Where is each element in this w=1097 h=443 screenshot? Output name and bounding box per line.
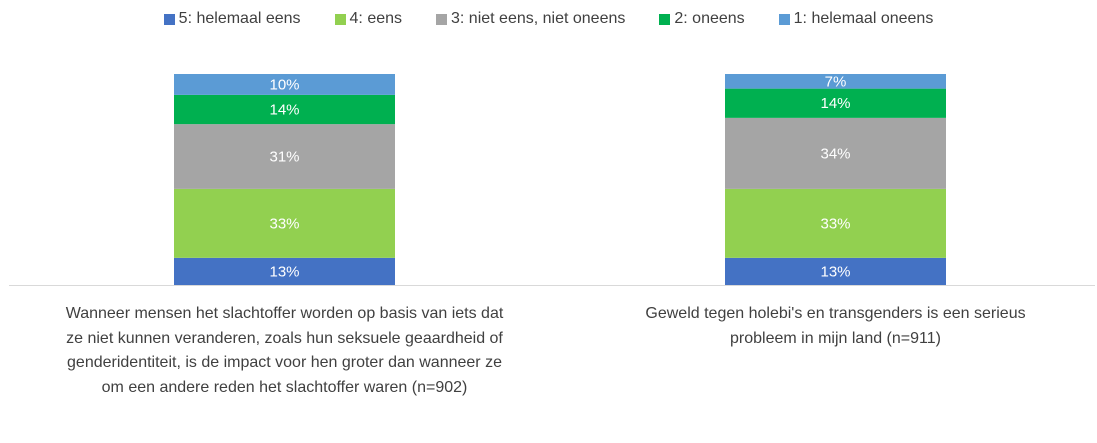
legend-label: 3: niet eens, niet oneens — [451, 10, 626, 27]
data-label: 14% — [820, 95, 850, 112]
legend-swatch — [436, 13, 448, 25]
x-tick-label: Wanneer mensen het slachtoffer worden op… — [65, 305, 504, 396]
legend-label: 4: eens — [349, 10, 403, 27]
legend-label: 2: oneens — [674, 10, 745, 27]
legend-item: 3: niet eens, niet oneens — [436, 10, 625, 28]
chart: 13% 33% 31% 14% 10% 13% 33% 34% 14% 7% — [9, 73, 1095, 286]
legend: 5: helemaal eens 4: eens 3: niet eens, nie… — [0, 10, 1097, 28]
data-label: 31% — [269, 148, 299, 165]
legend-item: 4: eens — [334, 10, 403, 28]
legend-item: 5: helemaal eens — [163, 10, 301, 28]
legend-item: 2: oneens — [659, 10, 745, 28]
legend-swatch — [778, 13, 790, 25]
data-label: 7% — [825, 73, 847, 90]
x-tick-label: Geweld tegen holebi's en transgenders is… — [645, 305, 1026, 347]
bar-segment — [174, 188, 395, 258]
data-label: 10% — [269, 76, 299, 93]
bar-segment — [174, 124, 395, 189]
bar-segment — [725, 188, 946, 258]
bar-segment — [174, 74, 395, 95]
data-label: 14% — [269, 101, 299, 118]
legend-swatch — [163, 13, 175, 25]
data-label: 34% — [820, 145, 850, 162]
legend-item: 1: helemaal oneens — [778, 10, 934, 28]
bar-segment — [725, 74, 946, 89]
bar-segment — [725, 88, 946, 118]
bar-segment — [725, 117, 946, 189]
data-label: 13% — [269, 263, 299, 280]
legend-swatch — [334, 13, 346, 25]
legend-label: 1: helemaal oneens — [793, 10, 934, 27]
data-label: 33% — [269, 215, 299, 232]
data-label: 33% — [820, 215, 850, 232]
bar-segment — [174, 94, 395, 125]
bar-segment — [174, 257, 395, 285]
bar-segment — [725, 257, 946, 285]
data-label: 13% — [820, 263, 850, 280]
legend-swatch — [659, 13, 671, 25]
legend-label: 5: helemaal eens — [178, 10, 301, 27]
